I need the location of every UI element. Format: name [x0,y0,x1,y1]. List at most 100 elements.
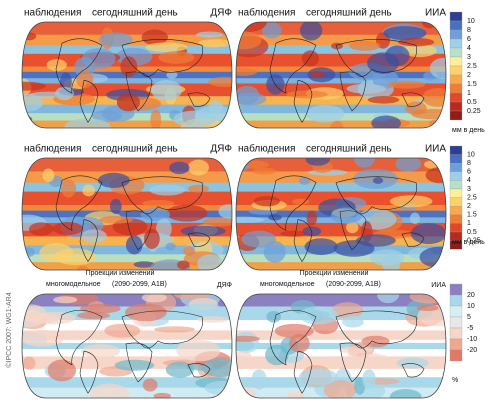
legend-unit: мм в день [452,127,485,134]
map-border [235,21,447,129]
legend-tick: 1.5 [467,212,477,219]
field-blob [266,310,281,323]
lat-band [236,66,446,73]
field-blob [389,389,422,398]
field-blob [330,121,344,128]
legend-tick: 10 [467,303,475,310]
legend-swatch [449,145,463,155]
field-blob [22,93,44,112]
panel-label: сегодняшний день [92,144,178,155]
field-blob [306,105,345,123]
field-blob [109,198,122,214]
field-blob [251,369,267,390]
lat-band [236,330,446,341]
field-blob [180,225,226,237]
field-blob [236,163,250,171]
lat-band [236,339,446,344]
legend-tick: 1 [467,220,471,227]
field-blob [208,76,232,88]
field-blob [53,296,78,304]
lat-band [22,120,232,128]
field-blob [288,333,310,353]
legend-tick: 0.5 [467,99,477,106]
field-blob [298,368,338,386]
credit: ©IPCC 2007: WG1-AR4 [5,292,13,367]
lat-band [22,254,232,264]
legend-swatch [449,92,463,103]
legend-swatch [449,180,463,190]
legend-swatch [449,214,463,224]
field-blob [23,32,37,41]
field-blob [52,222,84,236]
field-blob [145,42,188,53]
field-blob [355,209,397,230]
lat-band [236,254,446,264]
field-blob [236,22,250,27]
legend: 10 8 6 4 3 2.5 2 1.5 1 0.5 0.25 мм в день [449,11,485,134]
field-blob [356,353,389,365]
lat-band [236,342,446,351]
field-blob [64,118,111,128]
lat-band [22,191,232,207]
legend-unit: % [452,377,458,384]
lat-band [236,182,446,193]
field-blob [409,294,446,304]
legend-tick: 1.5 [467,81,477,88]
field-blob [236,67,258,76]
field-blob [287,391,305,398]
field-blob [149,184,185,196]
field-blob [76,70,94,89]
legend-tick: 0.5 [467,229,477,236]
field-blob [133,261,155,268]
field-blob [331,302,364,319]
field-blob [204,380,232,396]
legend-tick: 2 [467,72,471,79]
field-blob [236,350,252,362]
field-blob [177,260,190,270]
map-border [235,293,447,399]
legend-swatch [449,349,463,362]
legend-swatch [449,65,463,76]
legend-tick: 8 [467,27,471,34]
field-blob [347,351,359,360]
field-blob [299,22,323,41]
field-blob [166,204,208,222]
field-blob [371,115,401,128]
legend-swatch [449,294,463,307]
field-blob [416,304,439,312]
field-blob [187,184,209,193]
field-blob [241,230,276,248]
coastline [55,38,211,123]
map-panel: Проекции изменений многомодельное (2090-20… [235,269,447,399]
legend: 20 10 5 -5 -10 -20% [449,283,477,384]
field-blob [402,44,437,58]
lat-band [22,22,232,36]
field-blob [197,254,224,270]
field-blob [410,223,446,245]
panel-period: (2090-2099, A1B) [112,281,167,288]
field-blob [236,331,259,354]
legend-tick: 0.25 [467,237,481,244]
field-blob [367,95,400,104]
legend-tick: 5 [467,314,471,321]
panel-label: наблюдения [24,7,81,19]
model-label: ИИА [425,8,446,19]
coastline [55,310,211,394]
field-blob [22,309,44,328]
field-blob [195,31,224,38]
legend-swatch [449,101,463,112]
map-panel: наблюдения сегодняшний день ДЯФ [21,7,233,129]
field-blob [346,83,386,94]
field-blob [198,39,232,48]
field-blob [346,221,359,234]
field-blob [349,40,381,51]
model-label: ИИА [425,144,446,155]
map-panel: наблюдения сегодняшний день ИИА [235,143,447,271]
lat-band [22,262,232,270]
panel-subtitle: многомодельное [260,281,315,288]
legend-tick: 4 [467,177,471,184]
map-panel: Проекции изменений многомодельное (2090-20… [21,269,233,399]
field-blob [140,207,171,221]
field-blob [120,56,138,77]
